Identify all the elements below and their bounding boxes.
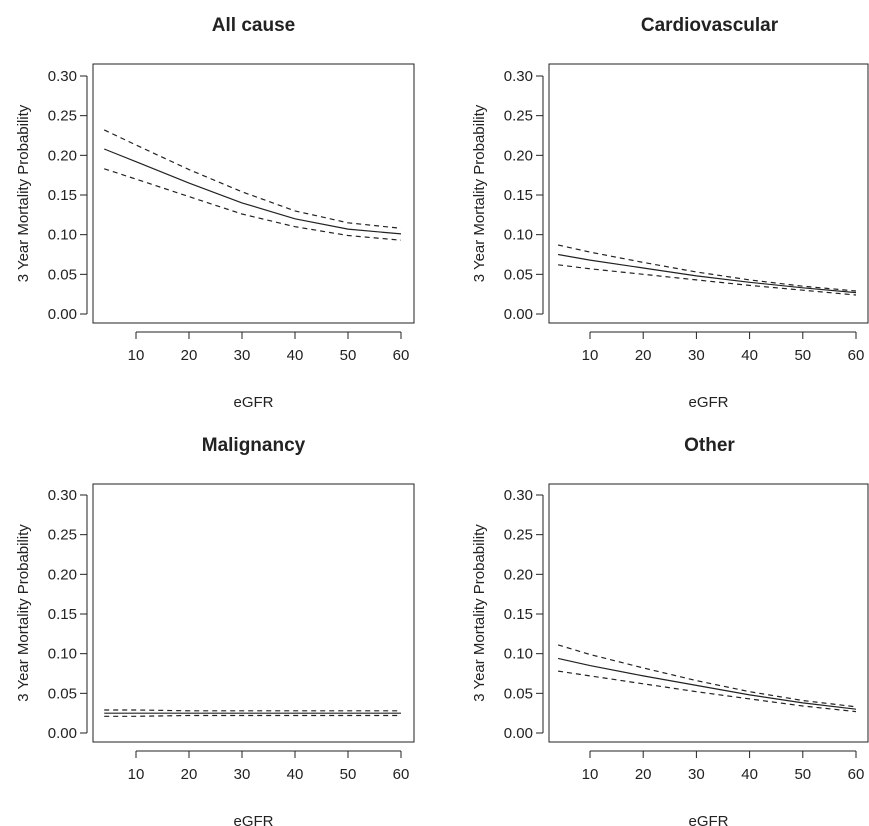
y-tick-label: 0.30	[504, 68, 533, 85]
plot-frame	[548, 483, 869, 743]
x-axis-label: eGFR	[688, 813, 728, 826]
y-tick-label: 0.10	[48, 227, 77, 244]
y-axis-label: 3 Year Mortality Probability	[15, 524, 32, 702]
chart-panel-3: Malignancy 0.00 0.05 0.10 0.15 0.20 0.25 0.30 10…	[15, 435, 415, 826]
y-tick-label: 0.05	[504, 266, 533, 283]
x-tick-label: 60	[393, 347, 410, 364]
y-tick-label: 0.20	[504, 147, 533, 164]
y-tick-label: 0.30	[48, 68, 77, 85]
y-tick-label: 0.25	[48, 108, 77, 125]
x-tick-label: 50	[794, 766, 811, 783]
upper-ci-line	[557, 244, 857, 292]
x-tick-label: 30	[234, 347, 251, 364]
plot-frame	[92, 63, 415, 324]
chart-panel-2: Cardiovascular 0.00 0.05 0.10 0.15 0.20 0.25 0.…	[471, 15, 869, 411]
x-tick-label: 20	[635, 766, 652, 783]
x-tick-label: 60	[848, 766, 865, 783]
x-tick-label: 60	[848, 347, 865, 364]
x-tick-label: 10	[128, 766, 145, 783]
x-tick-label: 40	[287, 766, 304, 783]
y-tick-label: 0.20	[48, 566, 77, 583]
panel-title: Malignancy	[202, 435, 306, 456]
x-tick-label: 20	[181, 766, 198, 783]
estimate-line	[557, 253, 857, 294]
y-tick-label: 0.30	[504, 487, 533, 504]
y-tick-label: 0.05	[48, 266, 77, 283]
panel-title: Other	[684, 435, 735, 456]
lower-ci-line	[558, 264, 857, 296]
y-tick-label: 0.15	[504, 187, 533, 204]
x-axis-label: eGFR	[233, 394, 273, 411]
lower-ci-line	[558, 670, 857, 713]
x-tick-label: 10	[128, 347, 145, 364]
plot-frame	[548, 63, 869, 324]
y-tick-label: 0.10	[504, 227, 533, 244]
y-tick-label: 0.25	[504, 108, 533, 125]
upper-ci-line	[104, 709, 401, 712]
lower-ci-line	[104, 714, 401, 717]
x-tick-label: 50	[340, 766, 357, 783]
x-tick-label: 10	[582, 347, 599, 364]
y-tick-label: 0.30	[48, 487, 77, 504]
lower-ci-line	[104, 168, 402, 241]
y-tick-label: 0.15	[504, 606, 533, 623]
y-tick-label: 0.00	[48, 725, 77, 742]
x-tick-label: 30	[234, 766, 251, 783]
y-tick-label: 0.15	[48, 187, 77, 204]
panel-title: Cardiovascular	[641, 15, 779, 36]
y-tick-label: 0.05	[48, 685, 77, 702]
y-axis-label: 3 Year Mortality Probability	[471, 104, 488, 282]
chart-panel-1: All cause 0.00 0.05 0.10 0.15 0.20 0.25 0.30 10 2…	[15, 15, 415, 411]
x-tick-label: 60	[393, 766, 410, 783]
y-tick-label: 0.10	[48, 646, 77, 663]
x-axis-label: eGFR	[688, 394, 728, 411]
x-tick-label: 20	[181, 347, 198, 364]
y-tick-label: 0.00	[504, 725, 533, 742]
x-tick-label: 50	[340, 347, 357, 364]
y-tick-label: 0.20	[48, 147, 77, 164]
x-tick-label: 50	[794, 347, 811, 364]
x-tick-label: 40	[287, 347, 304, 364]
y-tick-label: 0.25	[504, 527, 533, 544]
upper-ci-line	[557, 644, 857, 708]
y-axis-label: 3 Year Mortality Probability	[15, 104, 32, 282]
x-axis-label: eGFR	[233, 813, 273, 826]
panel-title: All cause	[212, 15, 295, 36]
estimate-line	[557, 657, 857, 710]
y-axis-label: 3 Year Mortality Probability	[471, 524, 488, 702]
x-tick-label: 30	[688, 766, 705, 783]
upper-ci-line	[103, 129, 402, 229]
x-tick-label: 40	[741, 347, 758, 364]
chart-panel-4: Other 0.00 0.05 0.10 0.15 0.20 0.25 0.30 10 20 30 4…	[471, 435, 869, 826]
estimate-line	[103, 148, 402, 235]
x-tick-label: 40	[741, 766, 758, 783]
plot-frame	[92, 483, 415, 743]
y-tick-label: 0.05	[504, 685, 533, 702]
x-tick-label: 10	[582, 766, 599, 783]
x-tick-label: 20	[635, 347, 652, 364]
y-tick-label: 0.00	[48, 306, 77, 323]
y-tick-label: 0.00	[504, 306, 533, 323]
y-tick-label: 0.10	[504, 646, 533, 663]
y-tick-label: 0.20	[504, 566, 533, 583]
x-tick-label: 30	[688, 347, 705, 364]
y-tick-label: 0.15	[48, 606, 77, 623]
y-tick-label: 0.25	[48, 527, 77, 544]
